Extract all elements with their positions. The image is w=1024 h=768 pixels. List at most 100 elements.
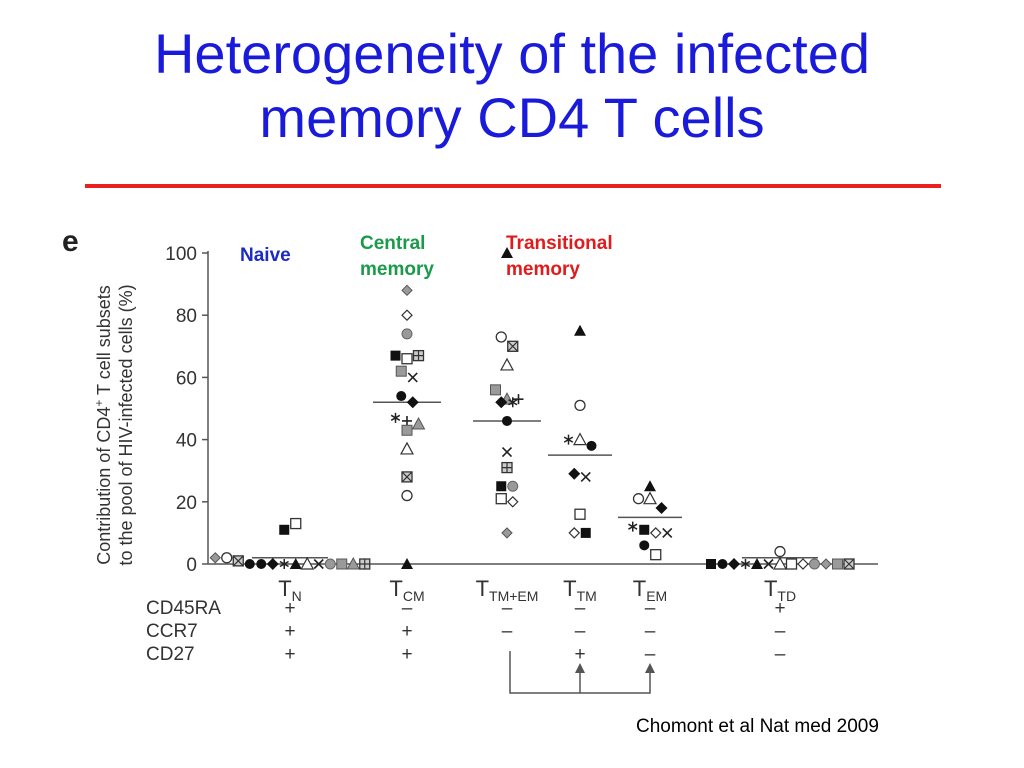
title-divider (85, 184, 941, 188)
point-circle-open (632, 493, 645, 505)
point-x-mark (407, 372, 418, 383)
x-category-main: T (633, 576, 646, 601)
point-diamond-filled (568, 467, 581, 480)
y-tick-label: 100 (165, 244, 197, 265)
point-square-filled (706, 559, 716, 569)
x-category-label: TTM+EM (476, 576, 539, 604)
marker-value: – (575, 598, 586, 619)
point-circle-filled (502, 415, 512, 426)
point-triangle-open (642, 491, 658, 505)
point-diamond-filled (655, 502, 668, 515)
point-diamond-grey (501, 527, 513, 539)
y-tick-label: 80 (176, 306, 197, 327)
point-x-mark (313, 558, 324, 570)
point-diamond-filled (495, 396, 508, 409)
point-square-plus (412, 349, 425, 362)
x-category-sub: CM (403, 588, 425, 604)
point-square-cross (843, 558, 855, 570)
y-axis-title: Contribution of CD4+ T cell subsets to t… (92, 284, 136, 565)
point-square-open (495, 493, 507, 505)
point-diamond-grey (209, 552, 221, 564)
point-x-mark (501, 446, 513, 458)
marker-value: – (502, 621, 513, 642)
point-diamond-grey (820, 558, 832, 570)
point-circle-open (774, 545, 786, 558)
point-circle-open (221, 552, 233, 564)
x-category-sub: TM+EM (489, 588, 538, 604)
x-category-main: T (278, 576, 291, 601)
annotation-label: Naive (240, 245, 291, 266)
point-triangle-grey (411, 417, 426, 430)
point-triangle-filled (289, 558, 302, 569)
y-tick-label: 20 (176, 493, 197, 514)
marker-value: – (645, 598, 656, 619)
panel-letter: e (62, 225, 79, 258)
point-diamond-open (649, 527, 662, 539)
slide-title: Heterogeneity of the infected memory CD4… (0, 22, 1024, 150)
marker-value: + (284, 644, 295, 665)
point-circle-filled (586, 440, 597, 451)
x-category-sub: N (292, 588, 302, 604)
point-diamond-filled (406, 396, 419, 409)
point-square-cross (401, 471, 413, 483)
x-category-label: TEM (633, 576, 667, 604)
point-triangle-grey (346, 556, 361, 570)
y-tick-label: 60 (176, 368, 197, 389)
marker-value: – (645, 644, 656, 665)
point-asterisk (740, 559, 751, 569)
point-circle-open (574, 399, 586, 412)
marker-value: + (774, 598, 785, 619)
y-axis-title-sup: + (92, 400, 106, 407)
marker-value: + (574, 644, 585, 665)
point-circle-open (495, 331, 507, 343)
point-x-mark (580, 471, 591, 482)
point-square-open (785, 558, 798, 570)
point-diamond-open (506, 495, 519, 508)
point-triangle-filled (401, 558, 413, 569)
point-square-filled (580, 527, 591, 538)
arrow-head-tm (575, 663, 585, 673)
annotation-label: Transitional (506, 233, 613, 254)
point-circle-open (401, 489, 413, 502)
point-circle-grey (809, 558, 820, 570)
arrow-head-em (645, 663, 655, 673)
x-category-main: T (476, 576, 489, 601)
point-part (359, 559, 370, 569)
marker-value: – (775, 644, 786, 665)
point-square-open (401, 353, 413, 365)
point-square-grey (336, 558, 348, 570)
point-plus (513, 394, 524, 405)
point-triangle-open (499, 357, 515, 371)
point-triangle-filled (751, 558, 763, 569)
y-tick-label: 0 (186, 555, 197, 576)
point-square-grey (832, 558, 843, 570)
x-category-main: T (389, 576, 402, 601)
point-diamond-open (401, 309, 413, 322)
x-category-label: TCM (389, 576, 424, 604)
point-circle-grey (324, 558, 336, 570)
point-triangle-filled (574, 324, 586, 336)
marker-value: – (502, 598, 513, 619)
marker-value: – (402, 598, 413, 619)
citation: Chomont et al Nat med 2009 (636, 716, 879, 737)
y-ticks: 0 20 40 60 80 100 (165, 244, 208, 576)
point-asterisk (563, 434, 574, 445)
marker-value: – (645, 621, 656, 642)
bracket-arrow (509, 651, 651, 694)
point-square-plus (359, 558, 371, 570)
point-triangle-filled (644, 480, 656, 492)
marker-value: – (575, 621, 586, 642)
point-plus (402, 415, 412, 426)
scatter-chart: e Contribution of CD4+ T cell subsets to… (62, 225, 878, 694)
y-axis-title-line-2: to the pool of HIV-infected cells (%) (116, 284, 136, 565)
point-diamond-filled (728, 558, 740, 570)
annotation-label: memory (506, 259, 580, 280)
point-square-open (290, 517, 302, 530)
point-circle-filled (717, 559, 728, 569)
point-part (401, 471, 413, 483)
y-axis-title-part-a: Contribution of CD4 (94, 407, 114, 565)
y-axis-title-part-b: T cell subsets (94, 285, 114, 399)
y-tick-label: 40 (176, 431, 197, 452)
point-triangle-open (772, 556, 788, 570)
point-diamond-open (568, 527, 581, 539)
